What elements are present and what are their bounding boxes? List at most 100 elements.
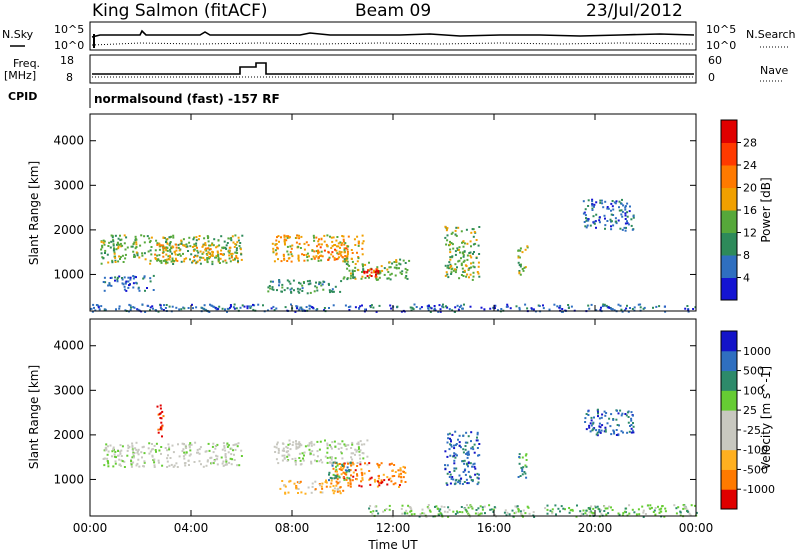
- power-data-cell: [337, 242, 340, 245]
- power-data-cell: [272, 280, 274, 283]
- velocity-data-cell: [158, 449, 161, 452]
- power-data-cell: [454, 271, 457, 274]
- velocity-data-cell: [429, 510, 432, 513]
- velocity-data-cell: [466, 456, 469, 459]
- y-tick-label: 1000: [53, 472, 84, 486]
- power-data-cell: [380, 265, 383, 268]
- velocity-data-cell: [448, 471, 451, 473]
- power-data-cell: [132, 275, 135, 277]
- power-data-cell: [361, 271, 363, 273]
- power-data-cell: [313, 257, 316, 260]
- power-data-cell: [420, 306, 423, 309]
- velocity-data-cell: [325, 481, 328, 483]
- power-data-cell: [447, 276, 450, 279]
- power-data-cell: [441, 305, 444, 308]
- velocity-colorbar-swatch: [721, 469, 737, 490]
- velocity-data-cell: [347, 462, 349, 465]
- power-data-cell: [191, 246, 194, 248]
- velocity-data-cell: [151, 454, 154, 457]
- power-data-cell: [210, 304, 213, 307]
- velocity-data-cell: [361, 474, 364, 477]
- power-echo-region: [342, 257, 411, 281]
- velocity-data-cell: [467, 512, 470, 515]
- power-data-cell: [165, 253, 168, 256]
- power-data-cell: [373, 271, 376, 274]
- velocity-data-cell: [326, 442, 329, 445]
- velocity-data-cell: [319, 491, 322, 494]
- velocity-echo-region: [156, 404, 165, 438]
- power-data-cell: [272, 305, 275, 308]
- power-data-cell: [280, 260, 283, 263]
- velocity-data-cell: [457, 481, 460, 484]
- power-data-cell: [623, 226, 626, 229]
- velocity-data-cell: [289, 480, 292, 483]
- power-data-cell: [341, 235, 344, 237]
- power-data-cell: [211, 242, 214, 245]
- power-data-cell: [626, 202, 629, 205]
- velocity-data-cell: [326, 444, 329, 447]
- power-colorbar-swatch: [721, 120, 737, 143]
- velocity-data-cell: [103, 464, 106, 467]
- velocity-data-cell: [275, 458, 278, 461]
- power-data-cell: [297, 257, 300, 260]
- power-data-cell: [621, 210, 624, 213]
- power-data-cell: [296, 234, 299, 237]
- velocity-data-cell: [283, 456, 286, 459]
- power-data-cell: [322, 280, 325, 283]
- velocity-data-cell: [427, 507, 430, 510]
- velocity-data-cell: [477, 507, 480, 510]
- power-data-cell: [369, 305, 372, 307]
- power-data-cell: [121, 254, 124, 257]
- power-data-cell: [290, 260, 293, 263]
- power-data-cell: [234, 234, 237, 237]
- power-data-cell: [160, 308, 163, 310]
- power-echo-region: [271, 234, 365, 263]
- nsky-tick-low: 10^0: [54, 39, 84, 52]
- velocity-data-cell: [213, 459, 216, 462]
- velocity-data-cell: [519, 475, 522, 477]
- power-data-cell: [349, 305, 352, 308]
- velocity-data-cell: [627, 416, 630, 418]
- velocity-data-cell: [226, 445, 229, 448]
- power-data-cell: [168, 236, 171, 239]
- velocity-data-cell: [384, 509, 386, 512]
- power-data-cell: [233, 258, 236, 261]
- velocity-data-cell: [299, 459, 302, 462]
- power-data-cell: [218, 244, 221, 247]
- colorbar-tick-label: 4: [743, 272, 750, 285]
- power-data-cell: [213, 238, 216, 241]
- power-data-cell: [335, 249, 338, 252]
- velocity-data-cell: [582, 513, 585, 516]
- power-data-cell: [361, 247, 364, 250]
- velocity-data-cell: [328, 479, 330, 482]
- velocity-data-cell: [608, 417, 611, 420]
- velocity-data-cell: [281, 454, 284, 457]
- velocity-data-cell: [325, 485, 328, 488]
- power-data-cell: [100, 262, 103, 265]
- power-data-cell: [470, 231, 473, 234]
- velocity-data-cell: [478, 454, 481, 457]
- power-data-cell: [290, 303, 292, 306]
- power-data-cell: [613, 309, 616, 312]
- velocity-data-cell: [409, 507, 412, 510]
- velocity-data-cell: [521, 468, 524, 471]
- power-data-cell: [127, 276, 130, 279]
- velocity-data-cell: [522, 515, 524, 518]
- power-data-cell: [591, 198, 594, 201]
- power-data-cell: [390, 307, 393, 310]
- power-data-cell: [113, 251, 116, 254]
- power-data-cell: [643, 306, 646, 309]
- power-data-cell: [362, 268, 365, 271]
- power-data-cell: [344, 255, 347, 257]
- power-data-cell: [318, 283, 321, 286]
- power-data-cell: [170, 260, 173, 263]
- velocity-data-cell: [616, 424, 619, 426]
- power-data-cell: [237, 260, 239, 263]
- velocity-data-cell: [562, 507, 565, 510]
- power-data-cell: [524, 248, 527, 251]
- power-data-cell: [283, 257, 286, 260]
- velocity-data-cell: [340, 451, 342, 453]
- velocity-data-cell: [309, 451, 312, 454]
- power-data-cell: [585, 226, 588, 229]
